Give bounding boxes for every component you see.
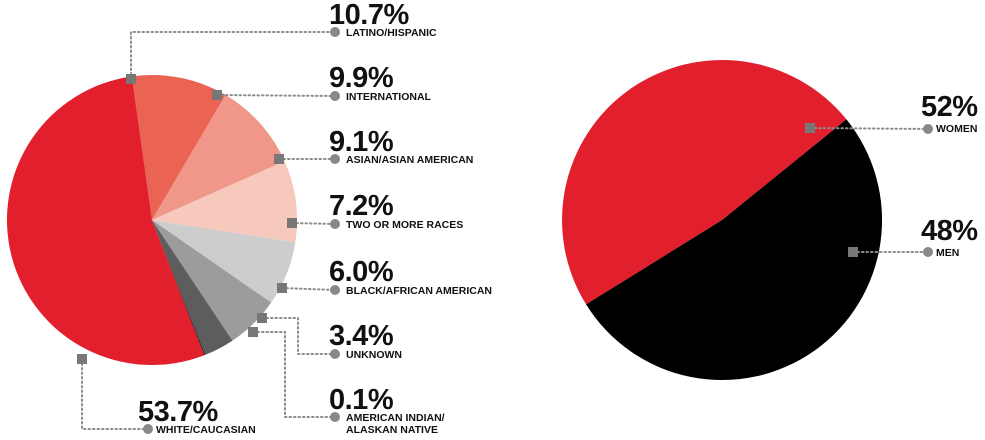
pie1-black-african-american-dot-marker — [330, 285, 340, 295]
pie1-american-indian-alaskan-native-percent-label: 0.1% — [329, 384, 394, 416]
pie1-international-percent-label: 9.9% — [329, 62, 394, 94]
pie1-latino-hispanic-dot-marker — [330, 27, 340, 37]
pie1-black-african-american-square-marker — [277, 283, 287, 293]
pie1-american-indian-alaskan-native-leader-line — [252, 331, 336, 418]
pie2-men-square-marker — [848, 247, 858, 257]
pie2-women-dot-marker — [923, 124, 933, 134]
pie2-women-square-marker — [805, 123, 815, 133]
pie2-slice-men — [562, 60, 847, 305]
pie1-american-indian-alaskan-native-square-marker — [248, 327, 258, 337]
pie1-international-square-marker — [212, 90, 222, 100]
pie2-women-category-label: WOMEN — [936, 123, 977, 135]
pie1-white-caucasian-percent-label: 53.7% — [138, 396, 218, 428]
pie1-white-caucasian-dot-marker — [143, 424, 153, 434]
pie1-latino-hispanic-square-marker — [126, 74, 136, 84]
pie2-men-dot-marker — [923, 247, 933, 257]
pie1-white-caucasian-category-label: WHITE/CAUCASIAN — [156, 424, 256, 435]
pie1-unknown-square-marker — [257, 313, 267, 323]
pie2-men-category-label: MEN — [936, 247, 959, 259]
pie1-latino-hispanic-percent-label: 10.7% — [329, 0, 409, 31]
pie1-international-dot-marker — [330, 91, 340, 101]
pie1-slice-two-or-more-races — [152, 220, 296, 303]
pie1-slice-international — [152, 95, 285, 220]
pie1-two-or-more-races-square-marker — [287, 218, 297, 228]
pie1-slice-black-african-american — [152, 220, 272, 341]
pie1-slice-latino-hispanic — [131, 74, 226, 220]
pie1-two-or-more-races-category-label: TWO OR MORE RACES — [346, 219, 463, 231]
pie1-latino-hispanic-leader-line — [130, 31, 336, 80]
pie1-two-or-more-races-dot-marker — [330, 219, 340, 229]
pie1-international-category-label: INTERNATIONAL — [346, 91, 432, 103]
pie1-black-african-american-leader-line — [281, 287, 336, 291]
pie1-black-african-american-percent-label: 6.0% — [329, 256, 394, 288]
pie1-black-african-american-category-label: BLACK/AFRICAN AMERICAN — [346, 285, 492, 297]
pie1-white-caucasian-leader-line — [81, 358, 149, 430]
pie2-slice-women — [586, 119, 883, 381]
pie1-slice-asian-asian-american — [152, 161, 298, 243]
pie1-latino-hispanic-category-label: LATINO/HISPANIC — [346, 27, 437, 39]
pie1-asian-asian-american-square-marker — [274, 154, 284, 164]
pie1-unknown-category-label: UNKNOWN — [346, 349, 402, 361]
pie1-american-indian-alaskan-native-category-label: AMERICAN INDIAN/ALASKAN NATIVE — [346, 412, 445, 435]
pie1-international-leader-line — [216, 94, 336, 97]
pie1-slice-white-caucasian — [6, 76, 205, 366]
pie1-american-indian-alaskan-native-category-label-line-2: ALASKAN NATIVE — [346, 424, 438, 435]
pie1-two-or-more-races-percent-label: 7.2% — [329, 190, 394, 222]
pie1-slice-unknown — [152, 220, 233, 355]
pie1-unknown-leader-line — [261, 317, 336, 355]
pie1-unknown-percent-label: 3.4% — [329, 320, 394, 352]
pie1-asian-asian-american-dot-marker — [330, 154, 340, 164]
pie1-unknown-dot-marker — [330, 349, 340, 359]
pie1-american-indian-alaskan-native-category-label-line-1: AMERICAN INDIAN/ — [346, 412, 445, 424]
pie1-two-or-more-races-leader-line — [291, 222, 336, 225]
pie1-asian-asian-american-category-label: ASIAN/ASIAN AMERICAN — [346, 154, 473, 166]
pie1-american-indian-alaskan-native-dot-marker — [330, 412, 340, 422]
pie1-asian-asian-american-percent-label: 9.1% — [329, 126, 394, 158]
pie2-women-leader-line — [809, 127, 929, 130]
pie2-men-percent-label: 48% — [921, 215, 978, 247]
pie2-women-percent-label: 52% — [921, 91, 978, 123]
pie1-white-caucasian-square-marker — [77, 354, 87, 364]
pie1-slice-american-indian-alaskan-native — [152, 220, 206, 356]
